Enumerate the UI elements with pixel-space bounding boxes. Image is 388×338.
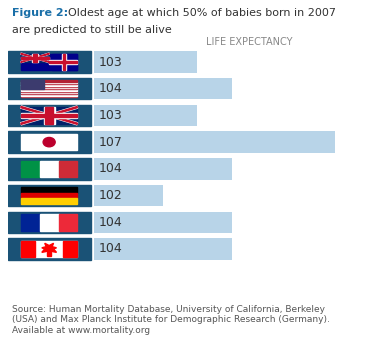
Bar [33,54,37,62]
Bar [21,86,77,87]
Bar [94,212,232,233]
Bar [21,93,77,95]
Bar [63,54,65,70]
FancyArrow shape [21,57,35,63]
Bar [21,54,77,70]
Text: Oldest age at which 50% of babies born in 2007: Oldest age at which 50% of babies born i… [68,8,336,19]
Bar [21,193,77,198]
Bar [21,198,77,204]
FancyArrow shape [21,115,49,124]
FancyArrow shape [21,106,50,116]
Bar [21,241,77,257]
Bar [21,95,77,96]
FancyArrow shape [21,53,35,58]
Bar [40,214,59,231]
Text: 104: 104 [99,162,123,175]
FancyArrow shape [35,57,49,63]
Bar [32,54,38,62]
Bar [94,78,232,99]
FancyArrow shape [21,114,50,125]
Bar [94,238,232,260]
Bar [21,113,77,118]
Bar [8,51,90,73]
Bar [8,238,90,260]
Bar [94,51,197,73]
FancyArrow shape [35,53,49,58]
Text: 103: 103 [99,55,123,69]
Bar [21,82,77,83]
Bar [21,92,77,93]
Bar [43,107,55,124]
Bar [59,161,77,177]
Bar [21,83,77,84]
Bar [94,131,335,153]
Text: Source: Human Mortality Database, University of California, Berkeley
(USA) and M: Source: Human Mortality Database, Univer… [12,305,329,335]
Bar [94,105,197,126]
Bar [8,105,90,126]
Bar [21,91,77,92]
Bar [21,88,77,89]
Bar [8,212,90,233]
Bar [21,87,77,88]
Bar [21,80,43,89]
FancyArrow shape [21,106,49,116]
Text: 104: 104 [99,216,123,229]
Bar [40,161,59,177]
FancyArrow shape [21,57,35,62]
Bar [21,187,77,193]
Bar [49,61,77,63]
Text: Figure 2:: Figure 2: [12,8,68,19]
Text: LIFE EXPECTANCY: LIFE EXPECTANCY [206,37,293,47]
Bar [21,54,49,62]
FancyArrow shape [48,106,78,116]
Bar [8,185,90,206]
Bar [59,214,77,231]
Bar [21,89,77,91]
Circle shape [43,138,55,147]
Text: 102: 102 [99,189,123,202]
Bar [21,214,40,231]
Text: 107: 107 [99,136,123,149]
Bar [21,114,77,117]
Bar [94,158,232,179]
Bar [21,57,49,59]
Bar [21,107,77,124]
Bar [21,57,49,58]
Bar [45,107,53,124]
Bar [21,161,40,177]
Bar [21,241,35,257]
FancyArrow shape [49,106,78,116]
Bar [8,78,90,99]
FancyArrow shape [35,57,49,62]
FancyArrow shape [48,114,78,125]
Bar [21,96,77,97]
Bar [49,61,77,64]
Bar [62,54,66,70]
Bar [21,80,77,82]
Text: 104: 104 [99,242,123,256]
Bar [47,252,51,256]
Bar [21,134,77,150]
Bar [52,54,77,70]
Bar [21,84,77,86]
Text: 104: 104 [99,82,123,95]
Text: 103: 103 [99,109,123,122]
Polygon shape [42,243,57,255]
Bar [8,158,90,179]
Bar [94,185,163,206]
Bar [63,241,77,257]
FancyArrow shape [21,53,35,58]
Text: are predicted to still be alive: are predicted to still be alive [12,25,171,35]
FancyArrow shape [35,53,49,58]
FancyArrow shape [49,115,78,124]
Bar [8,131,90,153]
